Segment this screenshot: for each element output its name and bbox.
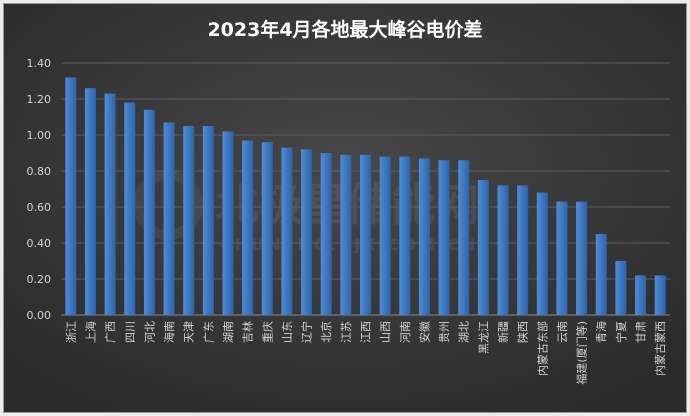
x-tick-label: 重庆 [260, 321, 274, 343]
bar-14 [320, 153, 332, 315]
bar-23 [497, 185, 509, 315]
y-tick-label: 0.00 [27, 309, 52, 322]
x-tick-label: 广西 [104, 321, 117, 343]
bar-5 [143, 109, 155, 315]
bar-18 [399, 156, 411, 315]
x-tick-label: 内蒙古蒙西 [653, 321, 667, 376]
bar-25 [536, 192, 548, 315]
bar-4 [124, 102, 136, 315]
y-tick-label: 1.20 [27, 93, 52, 106]
x-tick-label: 浙江 [65, 321, 78, 343]
bar-10 [242, 140, 254, 315]
bar-12 [281, 147, 293, 315]
x-tick-label: 广东 [202, 321, 215, 343]
y-tick-label: 0.40 [27, 237, 52, 250]
bar-1 [65, 77, 77, 316]
bar-29 [615, 261, 627, 315]
bar-19 [418, 158, 430, 315]
bar-28 [595, 234, 607, 315]
x-tick-label: 新疆 [496, 321, 510, 343]
x-tick-label: 安徽 [417, 321, 431, 343]
bar-22 [477, 180, 489, 315]
y-tick-label: 1.00 [27, 129, 52, 142]
bar-20 [438, 160, 450, 315]
y-tick-label: 0.20 [27, 273, 52, 286]
x-tick-label: 贵州 [438, 321, 451, 343]
y-axis: 0.00 0.20 0.40 0.60 0.80 1.00 1.20 1.40 [27, 57, 52, 322]
x-tick-label: 江苏 [340, 321, 353, 343]
x-tick-label: 北京 [319, 321, 333, 343]
bar-31 [654, 275, 666, 315]
bar-3 [104, 93, 116, 315]
x-tick-label: 宁夏 [614, 321, 628, 343]
chart-title: 2023年4月各地最大峰谷电价差 [207, 18, 482, 41]
x-tick-label: 河南 [399, 321, 412, 343]
x-tick-label: 内蒙古东部 [535, 321, 549, 376]
x-tick-label: 山西 [379, 321, 392, 343]
x-tick-label: 湖北 [458, 321, 471, 343]
x-tick-label: 辽宁 [300, 321, 314, 343]
x-tick-label: 湖南 [222, 321, 235, 343]
y-tick-label: 0.80 [27, 165, 52, 178]
bar-9 [222, 131, 234, 315]
x-tick-label: 河北 [143, 321, 156, 343]
x-tick-label: 江西 [360, 321, 373, 343]
x-tick-label: 黑龙江 [477, 321, 490, 354]
x-tick-label: 福建(厦门等) [575, 321, 589, 385]
x-tick-label: 海南 [162, 321, 176, 343]
bar-27 [576, 201, 588, 315]
x-tick-label: 甘肃 [635, 321, 648, 343]
x-axis: 浙江 上海 广西 四川 河北 海南 天津 广东 湖南 吉林 重庆 山东 辽宁 北京 江苏 江西 山西 河南 安徽 贵州… [65, 321, 667, 385]
x-tick-label: 山东 [281, 321, 294, 343]
bar-6 [163, 122, 175, 316]
bar-26 [556, 201, 568, 315]
bar-8 [202, 126, 214, 315]
x-tick-label: 云南 [556, 321, 569, 343]
bar-17 [379, 156, 391, 315]
bar-13 [301, 149, 313, 315]
bar-21 [458, 160, 470, 315]
bars [65, 77, 666, 316]
x-tick-label: 四川 [124, 321, 137, 343]
bar-30 [635, 275, 647, 315]
x-tick-label: 青海 [594, 321, 608, 343]
x-tick-label: 陕西 [516, 321, 530, 343]
bar-24 [517, 185, 529, 315]
x-tick-label: 吉林 [241, 321, 255, 343]
bar-15 [340, 154, 352, 315]
bar-2 [84, 88, 96, 315]
bar-16 [360, 154, 371, 315]
bar-11 [261, 142, 273, 315]
x-tick-label: 上海 [83, 321, 97, 343]
y-tick-label: 1.40 [27, 57, 52, 70]
y-tick-label: 0.60 [27, 201, 52, 214]
bar-7 [183, 126, 195, 315]
x-tick-label: 天津 [183, 321, 196, 343]
